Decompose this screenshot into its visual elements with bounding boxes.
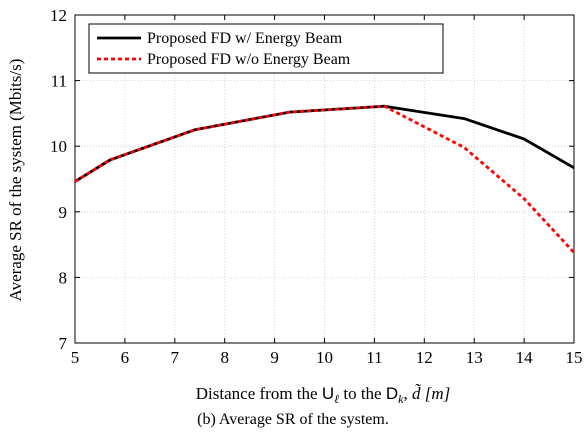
series-line-2 xyxy=(74,104,576,254)
chart: 5 6 7 8 9 10 11 12 13 14 15 7 8 9 10 11 12 Average SR o… xyxy=(6,6,583,405)
y-tick-label: 9 xyxy=(59,203,68,222)
y-tick-label: 10 xyxy=(50,137,67,156)
y-tick-label: 12 xyxy=(50,6,67,25)
legend-box xyxy=(88,23,444,74)
y-tick-labels: 7 8 9 10 11 12 xyxy=(50,6,68,353)
x-tick-label: 11 xyxy=(366,348,382,367)
x-tick-label: 10 xyxy=(316,348,333,367)
tick-marks xyxy=(74,14,575,344)
figure-caption: (b) Average SR of the system. xyxy=(197,411,389,428)
x-tick-label: 8 xyxy=(220,348,229,367)
series-lines xyxy=(74,104,576,254)
y-tick-label: 8 xyxy=(59,268,68,287)
x-axis-label: Distance from the Uℓ to the Dk, d̃ [m] xyxy=(196,384,450,405)
x-tick-label: 9 xyxy=(270,348,279,367)
x-tick-label: 7 xyxy=(171,348,180,367)
x-tick-labels: 5 6 7 8 9 10 11 12 13 14 15 xyxy=(71,348,583,367)
legend: Proposed FD w/ Energy Beam Proposed FD w/… xyxy=(88,23,444,74)
y-tick-label: 7 xyxy=(59,334,68,353)
x-tick-label: 6 xyxy=(121,348,130,367)
x-tick-label: 13 xyxy=(466,348,483,367)
legend-label-1: Proposed FD w/ Energy Beam xyxy=(147,30,343,47)
x-tick-label: 14 xyxy=(516,348,534,367)
y-axis-label: Average SR of the system (Mbits/s) xyxy=(6,59,25,302)
x-tick-label: 12 xyxy=(416,348,433,367)
y-tick-label: 11 xyxy=(51,72,67,91)
x-tick-label: 15 xyxy=(566,348,583,367)
legend-label-2: Proposed FD w/o Energy Beam xyxy=(147,51,351,68)
x-tick-label: 5 xyxy=(71,348,80,367)
